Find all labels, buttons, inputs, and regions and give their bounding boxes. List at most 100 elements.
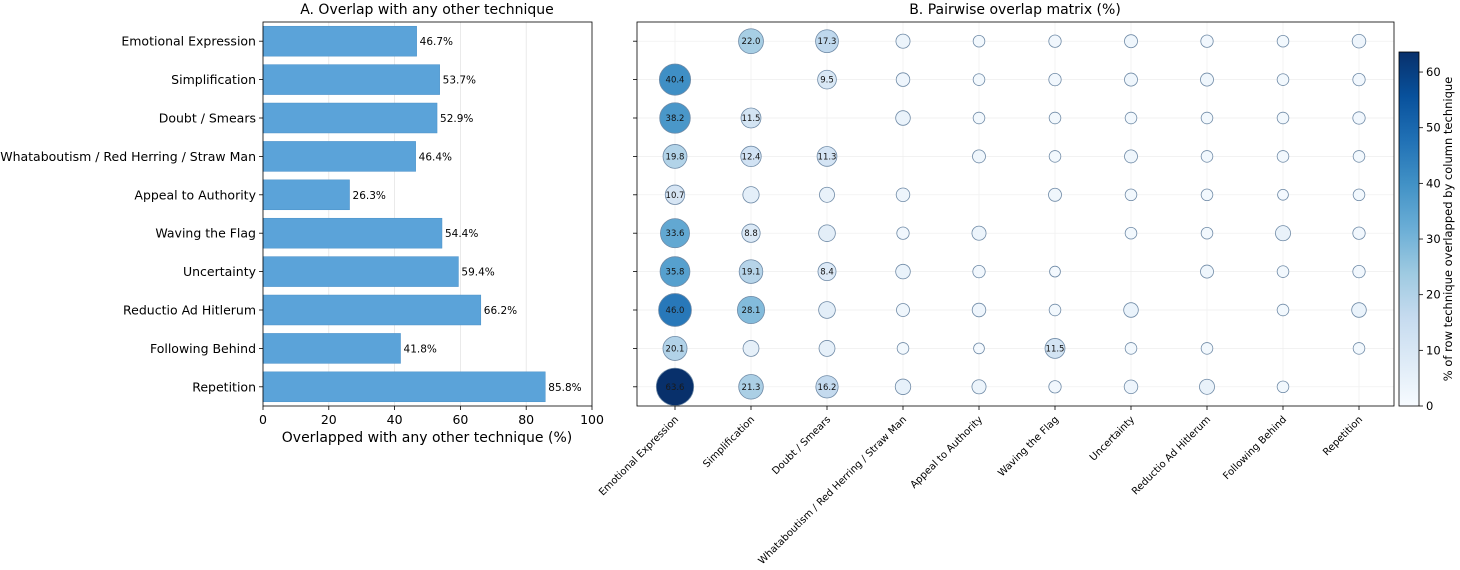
panel-b-x-tick-label: Reductio Ad Hitlerum <box>1130 414 1213 497</box>
panel-b-bubble <box>972 149 986 164</box>
panel-b-bubble <box>1200 34 1214 48</box>
panel-a-x-tick-label: 20 <box>321 412 337 427</box>
colorbar-gradient <box>1398 51 1420 407</box>
panel-b-bubble <box>895 33 911 49</box>
panel-a-x-ticks: 0 20 40 60 80 100 <box>259 406 604 427</box>
panel-b-bubble-label: 33.6 <box>666 229 685 239</box>
panel-b-bubble <box>1124 72 1138 87</box>
panel-b-bubble <box>655 367 695 406</box>
panel-b-bubble-label: 8.8 <box>744 229 758 239</box>
panel-b-bubble <box>1352 73 1366 87</box>
panel-b-bubble <box>1351 302 1367 318</box>
panel-b-bubble <box>1200 150 1214 163</box>
panel-b-bubble-label: 8.4 <box>820 268 834 278</box>
colorbar-ticks: 0 10 20 30 40 50 60 <box>1419 65 1441 413</box>
panel-b-bubble <box>972 111 986 125</box>
panel-b-bubble-label: 17.3 <box>818 37 837 47</box>
panel-b-bubble <box>659 102 691 134</box>
panel-b-bubble <box>742 186 760 204</box>
panel-b-bubble <box>1277 188 1289 201</box>
colorbar-tick-label: 60 <box>1426 65 1441 79</box>
panel-b-bubble <box>895 72 911 87</box>
panel-b-bubble <box>1123 379 1139 395</box>
panel-b-bubble <box>662 144 688 169</box>
colorbar-label: % of row technique overlapped by column … <box>1441 77 1455 382</box>
panel-b-bubble <box>1352 111 1366 125</box>
panel-b-bubble <box>815 375 839 399</box>
panel-a-bar <box>262 333 401 364</box>
panel-b-bubble <box>972 265 986 279</box>
panel-b-bubble-label: 19.8 <box>666 152 685 162</box>
panel-b-bubble <box>1124 342 1138 355</box>
panel-b-bubble-label: 22.0 <box>742 37 761 47</box>
panel-b-bubble <box>896 342 910 355</box>
panel-b-x-tick-label: Simplification <box>701 414 757 470</box>
colorbar-tick-label: 0 <box>1426 399 1433 413</box>
panel-b-x-tick-label: Doubt / Smears <box>770 414 833 477</box>
panel-a-bar-value-label: 26.3% <box>353 190 386 202</box>
panel-b-bubble-label: 63.6 <box>666 383 685 393</box>
panel-b-bubble <box>658 63 692 96</box>
panel-b-matrix: B. Pairwise overlap matrix (%) 22.0 17.3 4… <box>597 2 1395 567</box>
panel-b-bubble-label: 9.5 <box>820 76 834 86</box>
panel-b-bubble-label: 28.1 <box>742 306 761 316</box>
panel-b-bubble-label: 20.1 <box>666 344 685 354</box>
panel-b-bubble <box>1276 150 1290 163</box>
panel-a-bar-value-label: 52.9% <box>440 113 473 125</box>
panel-b-bubble <box>740 107 762 129</box>
panel-b-bubble <box>1276 34 1290 48</box>
panel-b-bubble <box>738 374 764 400</box>
panel-b-bubble-label: 16.2 <box>818 383 837 393</box>
panel-b-bubble-label: 35.8 <box>666 268 685 278</box>
panel-b-bubble <box>972 34 986 48</box>
panel-b-bubble-label: 38.2 <box>666 114 685 124</box>
panel-b-title: B. Pairwise overlap matrix (%) <box>909 2 1121 18</box>
panel-a-bar <box>262 371 546 403</box>
panel-b-bubble <box>817 69 837 90</box>
panel-b-bubble <box>1124 111 1138 125</box>
panel-b-bubble <box>1048 111 1062 125</box>
panel-b-bubble <box>1276 303 1290 317</box>
panel-a-y-tick-label: Simplification <box>171 72 256 87</box>
panel-a-y-tick-label: Appeal to Authority <box>134 187 256 202</box>
panel-b-bubble <box>1200 72 1214 87</box>
panel-b-bubble <box>1200 226 1214 240</box>
panel-b-bubble <box>1352 150 1366 163</box>
panel-b-bubble <box>1276 73 1290 86</box>
panel-a-x-tick-label: 0 <box>259 412 267 427</box>
panel-b-bubble-label: 12.4 <box>742 152 761 162</box>
panel-b-x-tick-label: Waving the Flag <box>996 414 1061 479</box>
panel-b-bubble <box>1200 342 1214 355</box>
colorbar-tick-label: 30 <box>1426 232 1441 246</box>
panel-b-x-ticks: Emotional Expression Simplification Doubt … <box>597 406 1365 567</box>
panel-b-bubble <box>1351 33 1367 49</box>
panel-b-bubble <box>1199 378 1215 395</box>
panel-b-bubble <box>1048 303 1062 317</box>
colorbar-tick-label: 50 <box>1426 121 1441 135</box>
panel-b-bubble <box>738 259 764 284</box>
panel-a-x-tick-label: 40 <box>387 412 403 427</box>
panel-b-bubble <box>1352 188 1366 202</box>
panel-b-bubble <box>1048 34 1062 48</box>
panel-b-x-tick-label: Appeal to Authority <box>909 414 986 491</box>
panel-b-bubble-label: 19.1 <box>742 268 761 278</box>
panel-a-bar-value-label: 54.4% <box>445 228 478 240</box>
panel-a-bar-value-label: 46.7% <box>420 36 453 48</box>
panel-b-bubble-label: 11.5 <box>742 114 761 124</box>
panel-b-bubble <box>818 301 836 319</box>
panel-b-bubble <box>1276 380 1290 394</box>
panel-a-y-tick-label: Doubt / Smears <box>159 111 256 126</box>
panel-b-bubble <box>971 379 987 395</box>
panel-a-plot-frame <box>262 21 593 407</box>
panel-a-bar-value-label: 66.2% <box>484 305 517 317</box>
panel-b-y-ticks <box>633 40 637 388</box>
panel-b-bubble <box>896 303 910 317</box>
panel-b-bubble <box>741 223 761 243</box>
panel-b-bubble <box>1048 380 1062 394</box>
panel-b-bubble-label: 11.3 <box>818 152 837 162</box>
panel-a-bar <box>262 256 459 287</box>
panel-b-bubble <box>662 335 688 361</box>
panel-b-bubble <box>1048 73 1062 87</box>
panel-b-bubble <box>895 187 911 203</box>
panel-b-bubble <box>971 302 987 318</box>
